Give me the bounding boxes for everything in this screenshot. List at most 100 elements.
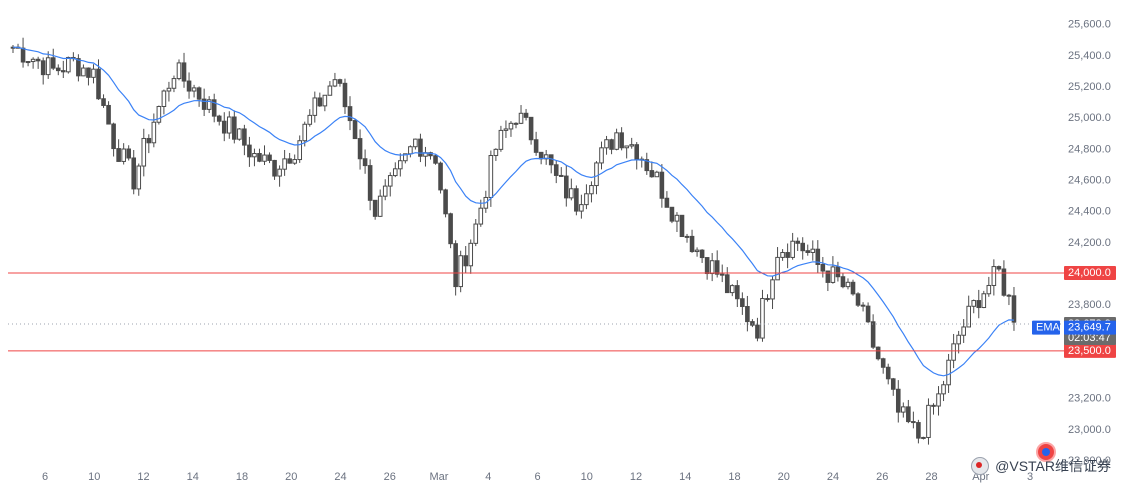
candle-body [1006,294,1012,297]
y-tick-label: 22,800.0 [1068,455,1111,467]
candle-body [654,171,660,178]
candle-body [171,78,177,89]
candle-body [25,61,31,64]
x-tick-label: 26 [384,471,396,483]
candle-body [810,248,816,253]
candle-body [770,279,775,300]
level-lines [8,272,1064,352]
candle-body [840,276,846,288]
candle-body [760,298,765,339]
candle-body [277,168,282,177]
candle-body [569,188,574,199]
candle-body [669,206,675,222]
candle-body [885,366,891,380]
candle-body [714,260,720,275]
candle-body [221,120,227,134]
candle-body [211,99,217,117]
candle-body [61,70,66,73]
candle-body [916,422,921,439]
candle-body [880,358,886,368]
candle-body [40,60,46,76]
candle-body [146,137,152,144]
price-tags: 24,000.023,500.023,672.902:03:4723,649.7… [1032,265,1116,358]
candle-body [347,106,353,122]
candle-body [543,154,549,160]
candle-body [377,195,383,217]
x-tick-label: 14 [679,471,691,483]
candle-body [921,436,926,439]
candle-body [387,175,393,187]
x-tick-label: 18 [236,471,248,483]
candle-body [201,98,207,110]
candle-body [558,174,564,177]
candle-body [835,266,841,278]
candle-body [20,47,26,63]
candle-body [111,123,116,150]
candle-body [750,321,755,326]
candle-body [312,97,318,116]
candle-body [398,160,403,170]
candle-body [352,120,358,140]
y-tick-label: 24,800.0 [1068,143,1111,155]
candle-body [745,306,750,323]
candle-body [327,85,333,96]
y-tick-label: 23,200.0 [1068,393,1111,405]
candle-body [971,300,977,307]
candle-body [895,388,901,413]
candle-body [604,139,609,149]
candle-body [780,252,785,258]
x-tick-label: 3 [1027,471,1033,483]
candle-body [453,243,458,288]
candle-body [906,406,911,423]
candle-body [553,164,559,176]
candle-body [740,298,745,308]
x-tick-label: 12 [137,471,149,483]
x-tick-label: 24 [334,471,346,483]
candle-body [357,138,363,160]
candle-body [206,99,212,110]
candle-body [408,146,413,155]
x-tick-label: 10 [581,471,593,483]
candle-body [865,305,871,323]
candle-body [961,326,966,336]
candle-body [272,159,277,177]
candle-body [161,90,167,107]
candle-body [478,207,484,225]
candle-body [936,393,941,407]
candle-body [795,240,800,244]
candle-body [790,240,795,258]
candle-body [815,248,821,265]
y-tick-label: 23,000.0 [1068,424,1111,436]
weibo-logo-icon [971,457,990,475]
candle-body [106,104,111,125]
candle-body [594,162,599,187]
candle-body [564,175,569,199]
candle-body [438,162,443,191]
candle-body [976,300,982,309]
candle-body [634,144,640,160]
candle-body [30,58,36,63]
x-tick-label: 14 [187,471,199,483]
candle-body [619,132,624,149]
candle-body [443,189,448,215]
candle-body [644,159,650,172]
candle-body [800,242,806,252]
candle-body [870,321,876,348]
y-tick-label: 25,200.0 [1068,81,1111,93]
x-tick-label: 12 [630,471,642,483]
candle-body [699,249,705,259]
candle-body [956,334,961,345]
candle-body [136,165,142,190]
candle-body [463,255,468,267]
candle-body [126,148,131,159]
candle-body [674,214,680,222]
candle-body [252,153,257,158]
candle-body [232,116,237,140]
candle-body [735,285,740,300]
svg-text:23,500.0: 23,500.0 [1068,345,1111,357]
candle-body [176,62,182,80]
candle-body [116,148,121,162]
candle-body [362,158,368,167]
candle-body [418,138,423,157]
